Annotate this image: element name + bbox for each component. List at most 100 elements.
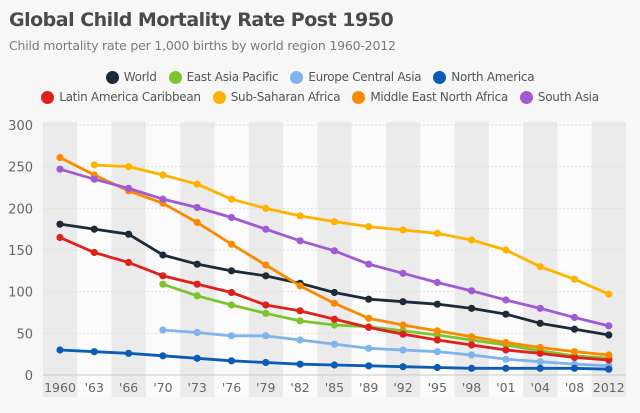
data-point — [399, 269, 407, 277]
x-tick-label: '79 — [256, 380, 275, 395]
legend-swatch — [41, 90, 55, 104]
data-point — [605, 356, 613, 364]
data-point — [262, 301, 270, 309]
legend-item: Latin America Caribbean — [41, 90, 201, 104]
legend-label: North America — [451, 70, 535, 84]
data-point — [193, 218, 201, 227]
column-band — [283, 122, 318, 397]
data-point — [605, 331, 613, 339]
data-point — [570, 353, 579, 362]
data-point — [399, 346, 407, 354]
data-point — [90, 348, 98, 356]
x-tick-label: '04 — [531, 380, 550, 395]
data-point — [262, 358, 270, 367]
legend-item: Sub-Saharan Africa — [212, 90, 341, 104]
legend-item: North America — [433, 70, 535, 84]
data-point — [536, 343, 544, 352]
data-point — [159, 195, 167, 203]
data-point — [262, 225, 270, 233]
data-point — [90, 161, 98, 169]
column-band — [386, 122, 421, 397]
data-point — [536, 358, 544, 366]
data-point — [330, 315, 338, 323]
data-point — [296, 307, 304, 315]
data-point — [536, 364, 544, 372]
data-point — [125, 230, 133, 238]
data-point — [159, 272, 167, 280]
data-point — [570, 313, 579, 322]
legend-item: Middle East North Africa — [352, 90, 508, 104]
x-tick-label: '95 — [428, 380, 447, 395]
data-point — [433, 327, 441, 335]
data-point — [159, 326, 167, 334]
data-point — [330, 361, 338, 369]
legend-item: East Asia Pacific — [168, 70, 279, 84]
data-point — [262, 332, 270, 340]
legend-swatch — [352, 90, 366, 104]
series-line-europe-central-asia — [162, 328, 609, 368]
column-band — [317, 122, 352, 397]
x-tick-label: '08 — [565, 380, 584, 395]
legend-label: World — [123, 70, 157, 84]
data-point — [227, 357, 236, 365]
x-tick-label: 1960 — [44, 380, 76, 395]
data-point — [227, 301, 236, 309]
column-band — [454, 122, 489, 397]
data-point — [468, 236, 476, 244]
data-point — [502, 310, 510, 318]
x-tick-label: '98 — [462, 380, 481, 395]
data-point — [330, 321, 338, 329]
legend-row: World East Asia Pacific Europe Central Asi… — [0, 70, 640, 84]
y-tick-label: 200 — [8, 202, 33, 217]
x-tick-label: '92 — [393, 380, 412, 395]
legend-swatch — [212, 90, 226, 104]
data-point — [296, 317, 304, 325]
y-tick-label: 50 — [16, 327, 33, 342]
series-line-east-asia-pacific — [162, 282, 609, 360]
legend-swatch — [519, 90, 533, 104]
data-point — [399, 321, 407, 329]
y-tick-label: 100 — [8, 286, 33, 301]
data-point — [193, 280, 201, 288]
legend-label: Latin America Caribbean — [59, 90, 201, 104]
data-point — [536, 304, 544, 312]
data-point — [227, 213, 236, 222]
data-point — [330, 288, 338, 297]
data-point — [56, 165, 64, 173]
legend-item: South Asia — [519, 90, 599, 104]
legend-label: Middle East North Africa — [370, 90, 508, 104]
data-point — [468, 351, 476, 359]
y-tick-label: 0 — [25, 369, 33, 384]
y-tick-label: 150 — [8, 244, 33, 259]
chart-subtitle: Child mortality rate per 1,000 births by… — [9, 38, 396, 53]
data-point — [605, 290, 613, 298]
y-tick-label: 300 — [8, 119, 33, 134]
data-point — [536, 263, 544, 271]
x-tick-label: '70 — [153, 380, 172, 395]
data-point — [502, 355, 510, 363]
data-point — [90, 225, 98, 233]
data-point — [433, 300, 441, 308]
x-tick-label: '85 — [325, 380, 344, 395]
legend-row: Latin America Caribbean Sub-Saharan Afric… — [0, 90, 640, 104]
legend-swatch — [168, 70, 182, 84]
data-point — [296, 237, 304, 245]
column-band — [591, 122, 627, 397]
data-point — [570, 275, 579, 283]
data-point — [536, 319, 544, 327]
legend-label: Europe Central Asia — [308, 70, 422, 84]
data-point — [365, 295, 373, 303]
data-point — [502, 338, 510, 347]
x-tick-label: 2012 — [593, 380, 625, 395]
data-point — [468, 287, 476, 295]
data-point — [399, 298, 407, 306]
x-tick-label: '76 — [222, 380, 241, 395]
data-point — [90, 175, 98, 183]
data-point — [365, 260, 373, 268]
column-band — [248, 122, 284, 397]
data-point — [468, 333, 476, 341]
data-point — [570, 364, 579, 372]
data-point — [90, 248, 98, 257]
data-point — [433, 229, 441, 237]
data-point — [502, 364, 510, 372]
